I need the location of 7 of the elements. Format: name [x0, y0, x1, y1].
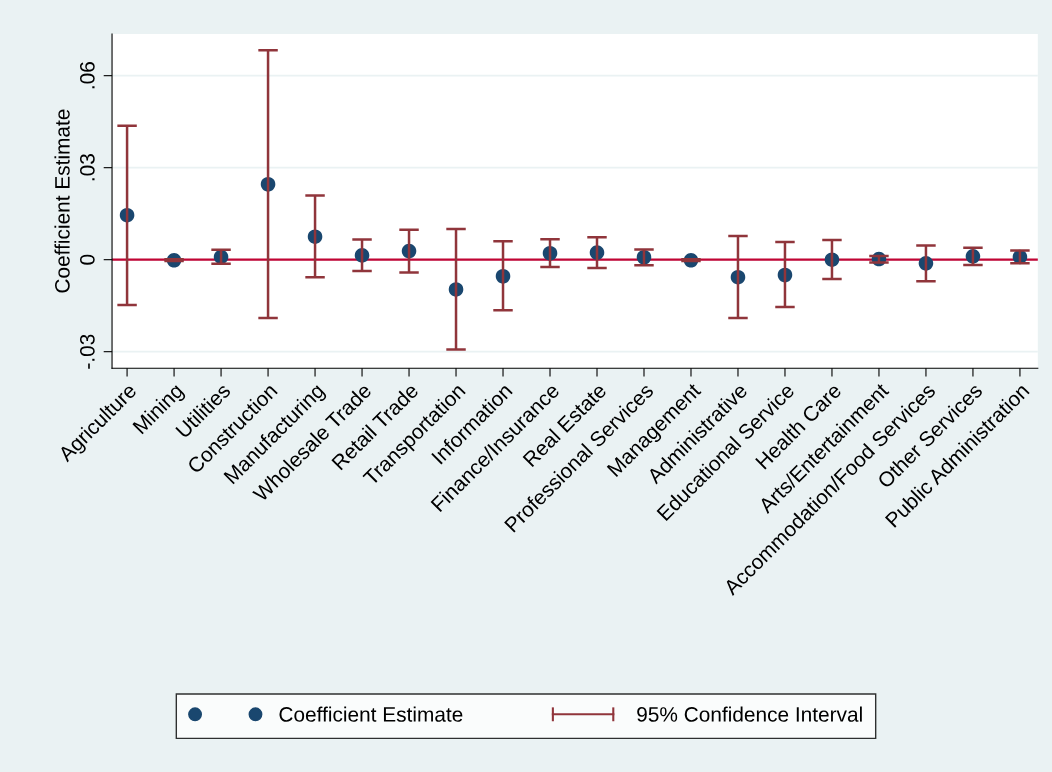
- y-tick-label: .06: [79, 62, 95, 89]
- text: 95% Confidence Interval: [637, 706, 862, 722]
- y-tick-label: .03: [79, 154, 95, 181]
- y-tick-label: 0: [79, 254, 95, 265]
- y-tick-label: -.03: [79, 334, 95, 369]
- legend-label: Coefficient Estimate: [279, 706, 463, 722]
- y-axis-title: Coefficient Estimate: [54, 109, 70, 293]
